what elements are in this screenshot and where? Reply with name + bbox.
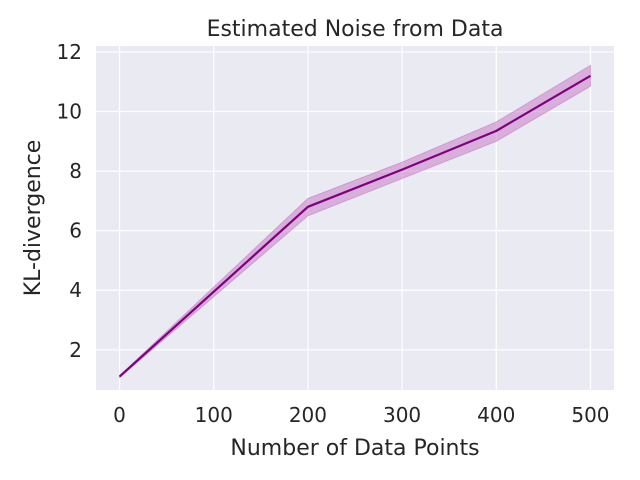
confidence-band-layer: [119, 64, 591, 379]
y-tick-label: 4: [69, 278, 82, 302]
x-tick-label: 300: [383, 403, 421, 427]
series-line: [118, 74, 592, 378]
series-line-layer: [118, 74, 592, 378]
x-axis-label: Number of Data Points: [230, 436, 479, 461]
y-tick-label: 10: [57, 100, 82, 124]
x-tick-label: 0: [113, 403, 126, 427]
y-axis-label: KL-divergence: [21, 140, 46, 297]
y-tick-label: 8: [69, 159, 82, 183]
x-tick-label: 100: [195, 403, 233, 427]
y-tick-labels: 2 4 6 8 10 12: [57, 40, 82, 362]
y-tick-label: 12: [57, 40, 82, 64]
x-tick-label: 200: [289, 403, 327, 427]
y-tick-label: 2: [69, 338, 82, 362]
y-tick-label: 6: [69, 219, 82, 243]
x-tick-label: 400: [477, 403, 515, 427]
confidence-band: [119, 64, 591, 379]
chart-title: Estimated Noise from Data: [207, 17, 504, 42]
x-tick-label: 500: [571, 403, 609, 427]
x-tick-labels: 0 100 200 300 400 500: [113, 403, 609, 427]
